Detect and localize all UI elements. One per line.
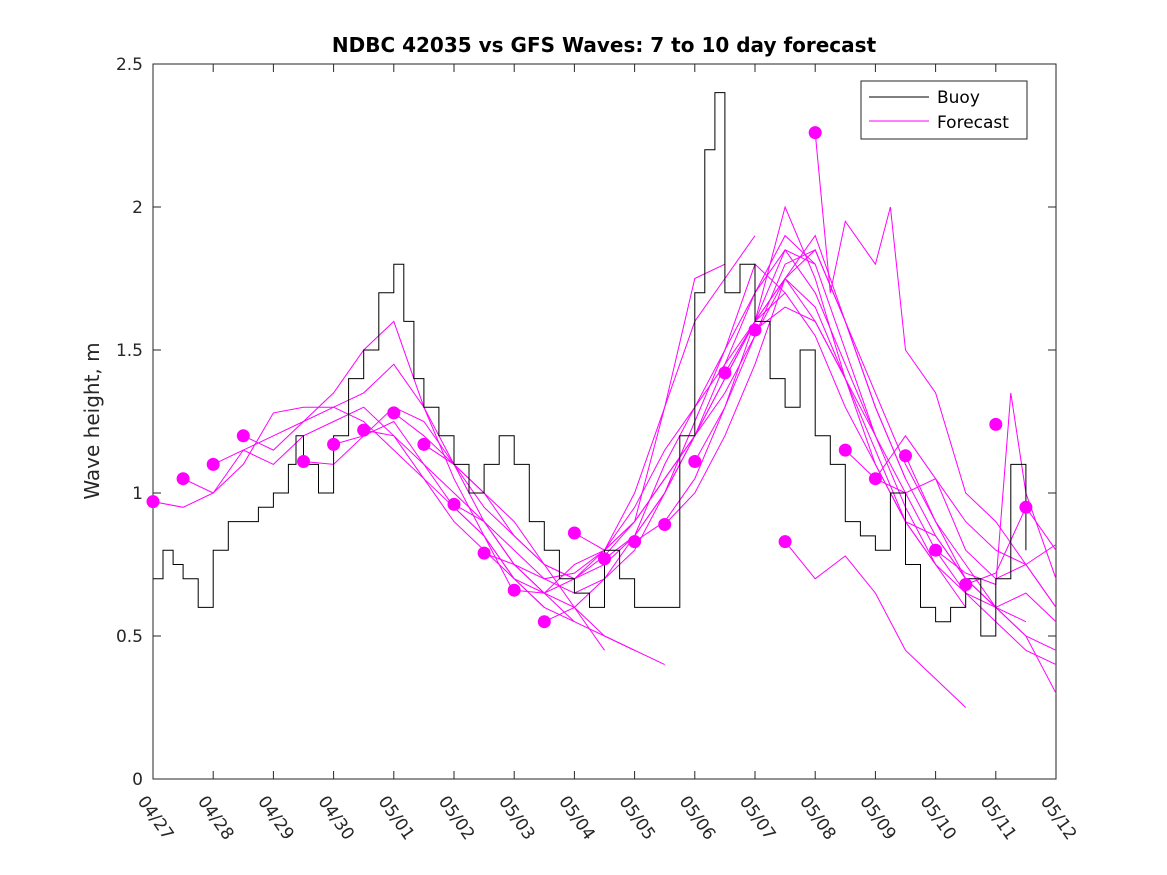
forecast-run-line	[814, 132, 1057, 608]
forecast-marker	[297, 455, 310, 468]
forecast-marker	[567, 526, 581, 540]
y-tick-label: 2.5	[116, 55, 143, 75]
legend-box	[860, 80, 1028, 140]
forecast-run-line	[634, 205, 997, 608]
forecast-marker	[838, 443, 852, 457]
forecast-marker	[598, 552, 611, 566]
y-tick-label: 2	[132, 198, 143, 218]
forecast-run-line	[784, 541, 967, 708]
plot-area	[152, 63, 1057, 780]
axes-box	[152, 63, 1057, 780]
forecast-marker	[447, 497, 461, 511]
forecast-marker	[628, 535, 642, 549]
chart-title: NDBC 42035 vs GFS Waves: 7 to 10 day for…	[332, 33, 877, 57]
legend-forecast-label: Forecast	[937, 113, 1009, 133]
forecast-marker	[417, 437, 431, 451]
forecast-marker	[718, 366, 732, 380]
buoy-line	[153, 92, 1027, 637]
y-axis-label: Wave height, m	[80, 342, 104, 499]
forecast-marker	[357, 423, 371, 437]
forecast-marker	[146, 495, 160, 509]
y-ticks: 0 0.5 1 1.5 2 2.5	[116, 55, 1056, 790]
forecast-marker	[959, 578, 973, 591]
forecast-markers	[146, 126, 1033, 629]
forecast-run-line	[724, 248, 1057, 666]
forecast-marker	[778, 535, 792, 549]
buoy-series-line	[153, 92, 1027, 637]
legend: Buoy Forecast	[860, 80, 1028, 140]
forecast-marker	[537, 615, 551, 629]
forecast-marker	[688, 455, 702, 468]
forecast-run-line	[844, 434, 1057, 608]
forecast-marker	[176, 472, 190, 486]
forecast-marker	[387, 406, 401, 420]
forecast-marker	[658, 518, 672, 531]
forecast-marker	[929, 543, 943, 557]
forecast-marker	[477, 546, 491, 560]
y-tick-label: 0.5	[116, 627, 143, 647]
y-tick-label: 1.5	[116, 341, 143, 361]
forecast-run-line	[333, 420, 665, 666]
y-tick-label: 1	[132, 484, 143, 504]
forecast-marker	[868, 472, 882, 486]
forecast-marker	[206, 457, 220, 471]
y-tick-label: 0	[132, 770, 143, 790]
forecast-marker	[236, 429, 250, 443]
forecast-marker	[989, 417, 1003, 431]
forecast-marker	[899, 449, 912, 463]
legend-buoy-label: Buoy	[937, 88, 980, 108]
forecast-marker	[327, 437, 341, 451]
forecast-marker	[748, 323, 762, 337]
forecast-marker	[507, 583, 521, 597]
forecast-marker	[808, 126, 822, 140]
forecast-marker	[1019, 500, 1033, 514]
